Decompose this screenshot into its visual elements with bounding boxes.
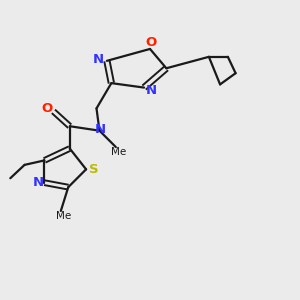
Text: O: O: [145, 36, 156, 49]
Text: N: N: [146, 84, 157, 97]
Text: N: N: [94, 123, 106, 136]
Text: S: S: [89, 163, 98, 176]
Text: Me: Me: [111, 147, 126, 158]
Text: N: N: [32, 176, 44, 189]
Text: Me: Me: [56, 211, 71, 221]
Text: N: N: [92, 53, 104, 66]
Text: O: O: [41, 103, 52, 116]
